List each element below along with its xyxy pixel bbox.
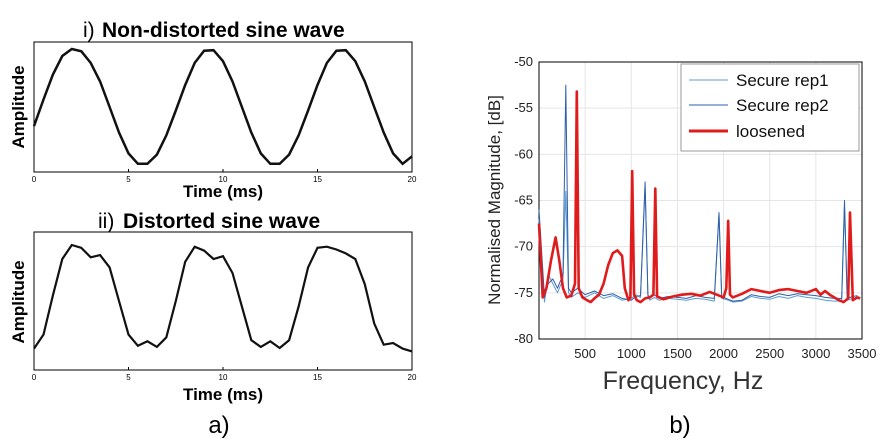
top-ylabel: Amplitude	[9, 65, 28, 148]
x-tick-label: 5	[126, 175, 131, 184]
x-tick-label: 0	[32, 175, 37, 184]
x-tick-label: 2000	[709, 346, 738, 361]
panel-b-label: b)	[669, 412, 690, 439]
y-tick-label: -80	[514, 331, 533, 346]
panel-a-top-title: Non-distorted sine wave	[102, 19, 345, 42]
y-tick-label: -60	[514, 146, 533, 161]
y-tick-label: -75	[514, 285, 533, 300]
x-tick-label: 15	[313, 373, 322, 382]
panel-b: 500 1000 1500 2000 2500 3000 3500 -50 -55 -60 -65…	[485, 54, 876, 395]
panel-a-label: a)	[208, 412, 229, 439]
legend: Secure rep1 Secure rep2 loosened	[680, 63, 860, 152]
x-tick-label: 3500	[848, 346, 877, 361]
series-line-secure-rep1	[538, 186, 858, 303]
x-tick-label: 0	[32, 373, 37, 382]
legend-label-rep2: Secure rep2	[736, 96, 829, 115]
panel-a-bottom: ii) Distorted sine wave 0 5 10 15 20 Amplitu…	[9, 210, 417, 404]
y-tick-label: -50	[514, 54, 533, 69]
y-tick-label: -65	[514, 193, 533, 208]
x-tick-label: 2500	[755, 346, 784, 361]
x-tick-label: 1000	[617, 346, 646, 361]
bottom-xlabel: Time (ms)	[183, 385, 263, 404]
bottom-x-ticks: 0 5 10 15 20	[32, 367, 417, 382]
x-tick-label: 10	[219, 175, 228, 184]
distorted-wave-line	[33, 243, 413, 353]
x-tick-label: 20	[408, 175, 417, 184]
bottom-ylabel: Amplitude	[9, 260, 28, 343]
panel-a-bottom-title: Distorted sine wave	[123, 210, 320, 233]
panel-a-top-roman: i)	[83, 19, 95, 42]
spectrum-series	[537, 84, 861, 304]
spectrum-x-ticks: 500 1000 1500 2000 2500 3000 3500	[574, 346, 876, 361]
spectrum-y-ticks: -50 -55 -60 -65 -70 -75 -80	[514, 54, 533, 346]
top-x-ticks: 0 5 10 15 20	[32, 169, 417, 184]
y-tick-label: -70	[514, 239, 533, 254]
y-tick-label: -55	[514, 100, 533, 115]
x-tick-label: 20	[408, 373, 417, 382]
x-tick-label: 5	[126, 373, 131, 382]
plot-frame-bottom	[33, 231, 413, 371]
spectrum-xlabel: Frequency, Hz	[603, 367, 764, 395]
legend-box	[680, 63, 860, 152]
x-tick-label: 1500	[663, 346, 692, 361]
legend-label-rep1: Secure rep1	[736, 71, 829, 90]
series-line-loosened	[537, 90, 861, 304]
x-tick-label: 500	[574, 346, 596, 361]
sine-wave-line	[32, 47, 413, 166]
top-xlabel: Time (ms)	[183, 182, 263, 201]
x-tick-label: 10	[219, 373, 228, 382]
x-tick-label: 15	[313, 175, 322, 184]
panel-a-bottom-roman: ii)	[98, 210, 114, 233]
spectrum-ylabel: Normalised Magnitude, [dB]	[485, 95, 504, 305]
spectrum-frame	[538, 61, 863, 340]
panel-a-top: i) Non-distorted sine wave 0 5 10 15 20 Ampl…	[9, 19, 417, 201]
x-tick-label: 3000	[801, 346, 830, 361]
legend-label-loosened: loosened	[736, 122, 805, 141]
